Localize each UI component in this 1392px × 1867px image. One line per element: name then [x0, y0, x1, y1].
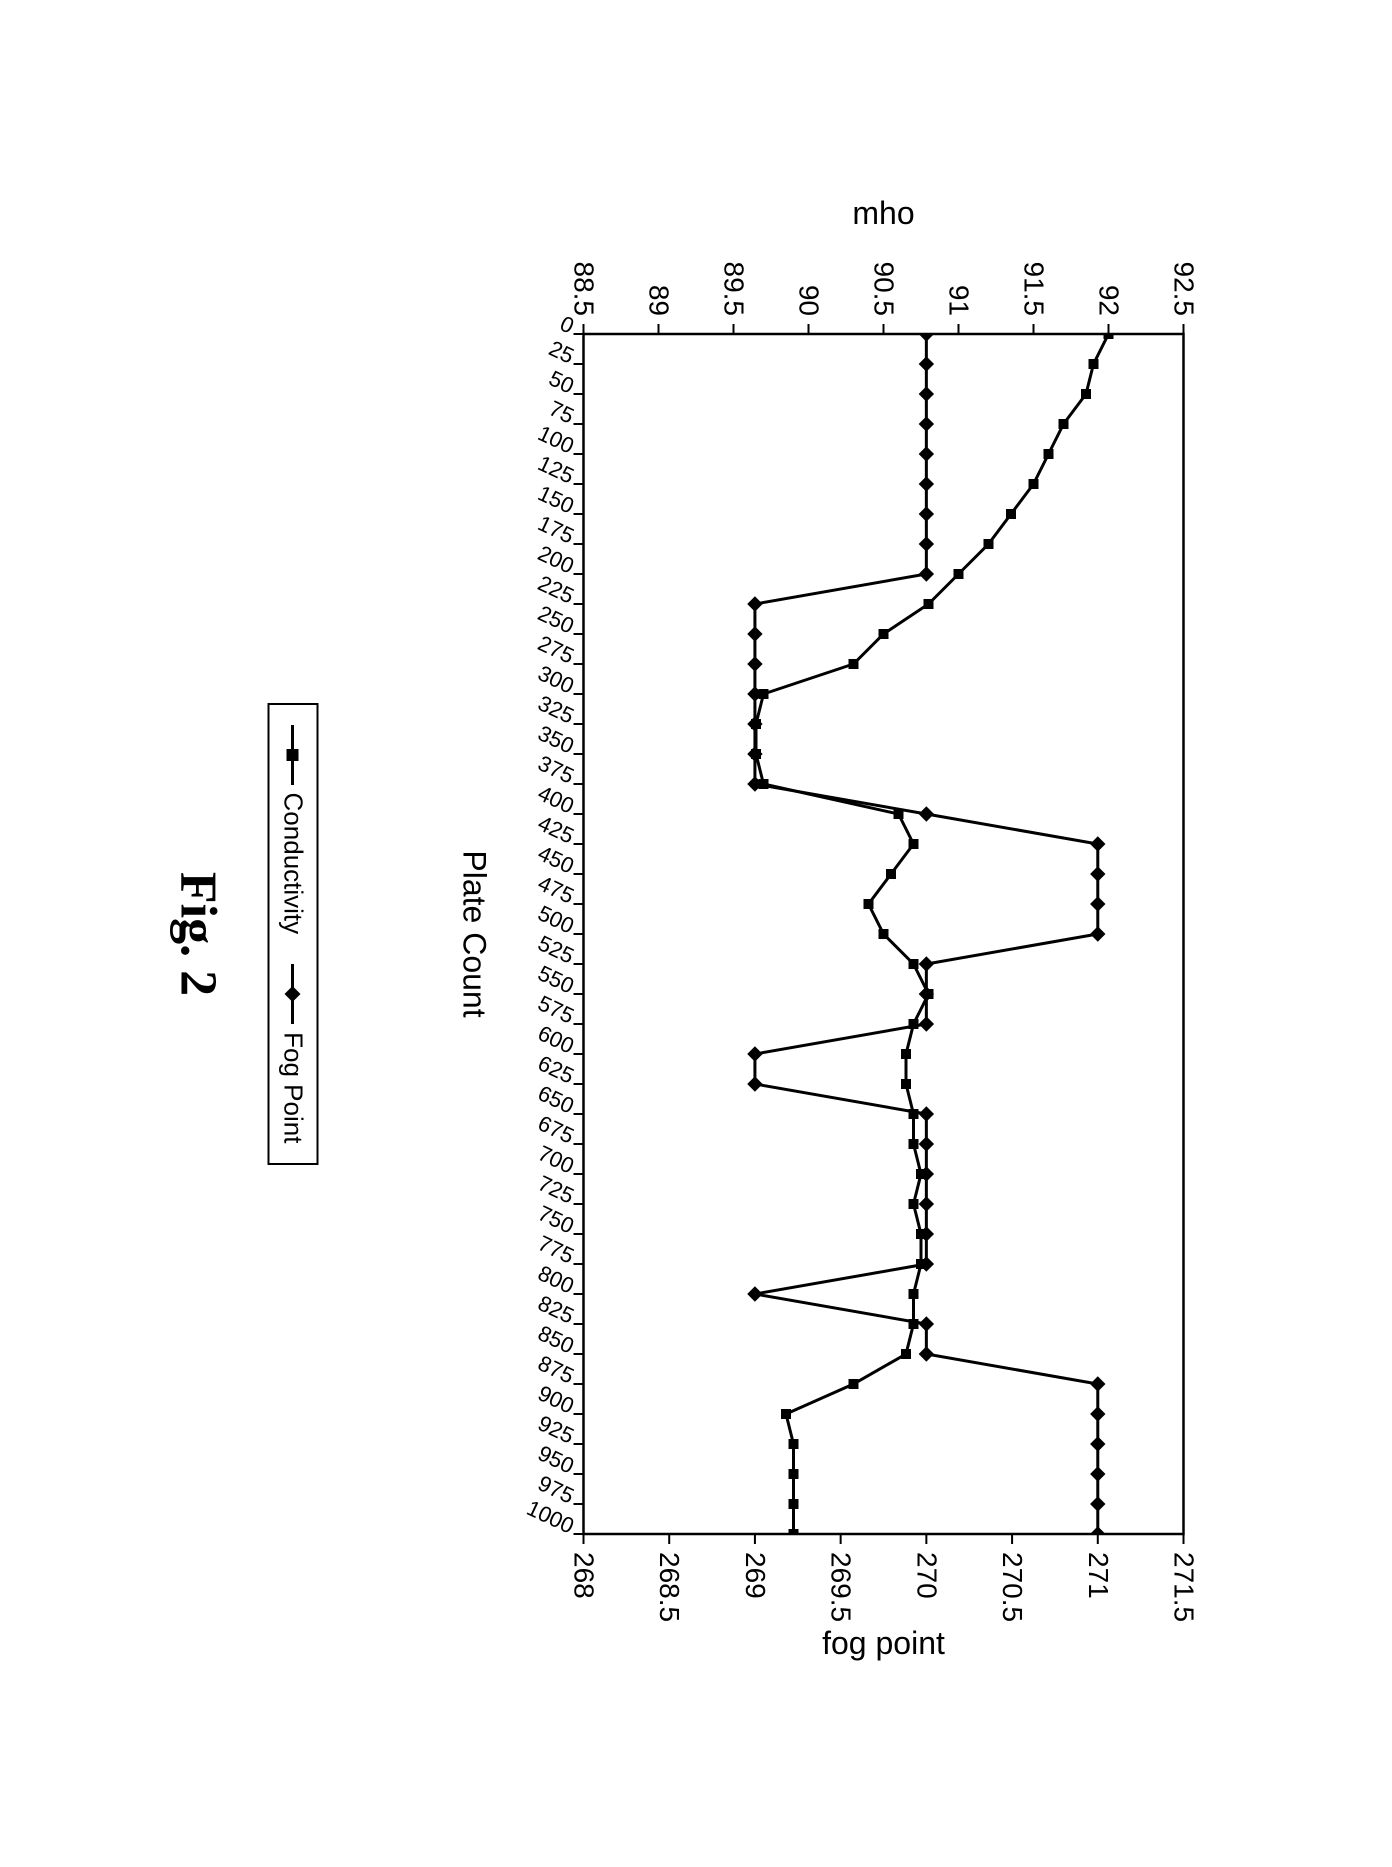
svg-text:90.5: 90.5	[869, 261, 900, 316]
svg-text:268: 268	[569, 1552, 600, 1599]
svg-text:300: 300	[534, 660, 578, 698]
svg-text:275: 275	[534, 630, 578, 668]
svg-text:270.5: 270.5	[997, 1552, 1028, 1622]
svg-text:825: 825	[534, 1290, 578, 1328]
svg-text:475: 475	[534, 870, 578, 908]
svg-text:600: 600	[534, 1020, 578, 1058]
legend: Conductivity Fog Point	[268, 702, 319, 1165]
svg-text:850: 850	[534, 1320, 578, 1358]
svg-text:268.5: 268.5	[654, 1552, 685, 1622]
svg-text:25: 25	[545, 335, 578, 368]
svg-text:400: 400	[534, 780, 578, 818]
legend-label: Conductivity	[278, 792, 309, 934]
svg-text:91: 91	[944, 284, 975, 315]
svg-text:225: 225	[534, 570, 578, 608]
svg-text:89.5: 89.5	[719, 261, 750, 316]
svg-text:271: 271	[1083, 1552, 1114, 1599]
legend-label: Fog Point	[278, 1032, 309, 1143]
svg-text:fog point: fog point	[822, 1625, 945, 1661]
svg-text:200: 200	[534, 540, 578, 578]
svg-text:175: 175	[534, 510, 578, 548]
svg-text:675: 675	[534, 1110, 578, 1148]
svg-text:375: 375	[534, 750, 578, 788]
legend-item: Fog Point	[278, 964, 309, 1143]
svg-text:270: 270	[911, 1552, 942, 1599]
svg-text:500: 500	[534, 900, 578, 938]
svg-text:950: 950	[534, 1440, 578, 1478]
svg-text:Plate Count: Plate Count	[457, 850, 493, 1017]
svg-text:271.5: 271.5	[1169, 1552, 1200, 1622]
svg-text:mho: mho	[852, 195, 914, 231]
svg-text:550: 550	[534, 960, 578, 998]
svg-text:900: 900	[534, 1380, 578, 1418]
svg-text:425: 425	[534, 810, 578, 848]
square-marker-icon	[283, 724, 303, 784]
svg-text:925: 925	[534, 1410, 578, 1448]
svg-text:875: 875	[534, 1350, 578, 1388]
svg-text:91.5: 91.5	[1019, 261, 1050, 316]
legend-wrap: Conductivity Fog Point	[268, 184, 319, 1684]
svg-text:525: 525	[534, 930, 578, 968]
chart-container: 88.5 89 89.5 90 90.5 91 91.5 92 92.5 268 268.5 269 2…	[169, 184, 1224, 1684]
page: 88.5 89 89.5 90 90.5 91 91.5 92 92.5 268 268.5 269 2…	[0, 0, 1392, 1867]
svg-text:650: 650	[534, 1080, 578, 1118]
svg-text:150: 150	[534, 480, 578, 518]
svg-text:450: 450	[534, 840, 578, 878]
svg-text:575: 575	[534, 990, 578, 1028]
svg-text:92.5: 92.5	[1169, 261, 1200, 316]
figure-caption: Fig. 2	[169, 184, 228, 1684]
dual-axis-chart: 88.5 89 89.5 90 90.5 91 91.5 92 92.5 268 268.5 269 2…	[344, 184, 1224, 1684]
svg-text:325: 325	[534, 690, 578, 728]
svg-text:800: 800	[534, 1260, 578, 1298]
svg-text:625: 625	[534, 1050, 578, 1088]
legend-item: Conductivity	[278, 724, 309, 934]
svg-text:250: 250	[534, 600, 578, 638]
svg-text:750: 750	[534, 1200, 578, 1238]
svg-text:700: 700	[534, 1140, 578, 1178]
diamond-marker-icon	[283, 964, 303, 1024]
svg-text:88.5: 88.5	[569, 261, 600, 316]
svg-text:725: 725	[534, 1170, 578, 1208]
svg-text:92: 92	[1094, 284, 1125, 315]
svg-text:269.5: 269.5	[826, 1552, 857, 1622]
svg-text:100: 100	[534, 420, 578, 458]
svg-text:125: 125	[534, 450, 578, 488]
svg-text:350: 350	[534, 720, 578, 758]
svg-text:89: 89	[644, 284, 675, 315]
svg-text:269: 269	[740, 1552, 771, 1599]
svg-text:90: 90	[794, 284, 825, 315]
svg-text:50: 50	[545, 365, 578, 398]
svg-text:775: 775	[534, 1230, 578, 1268]
